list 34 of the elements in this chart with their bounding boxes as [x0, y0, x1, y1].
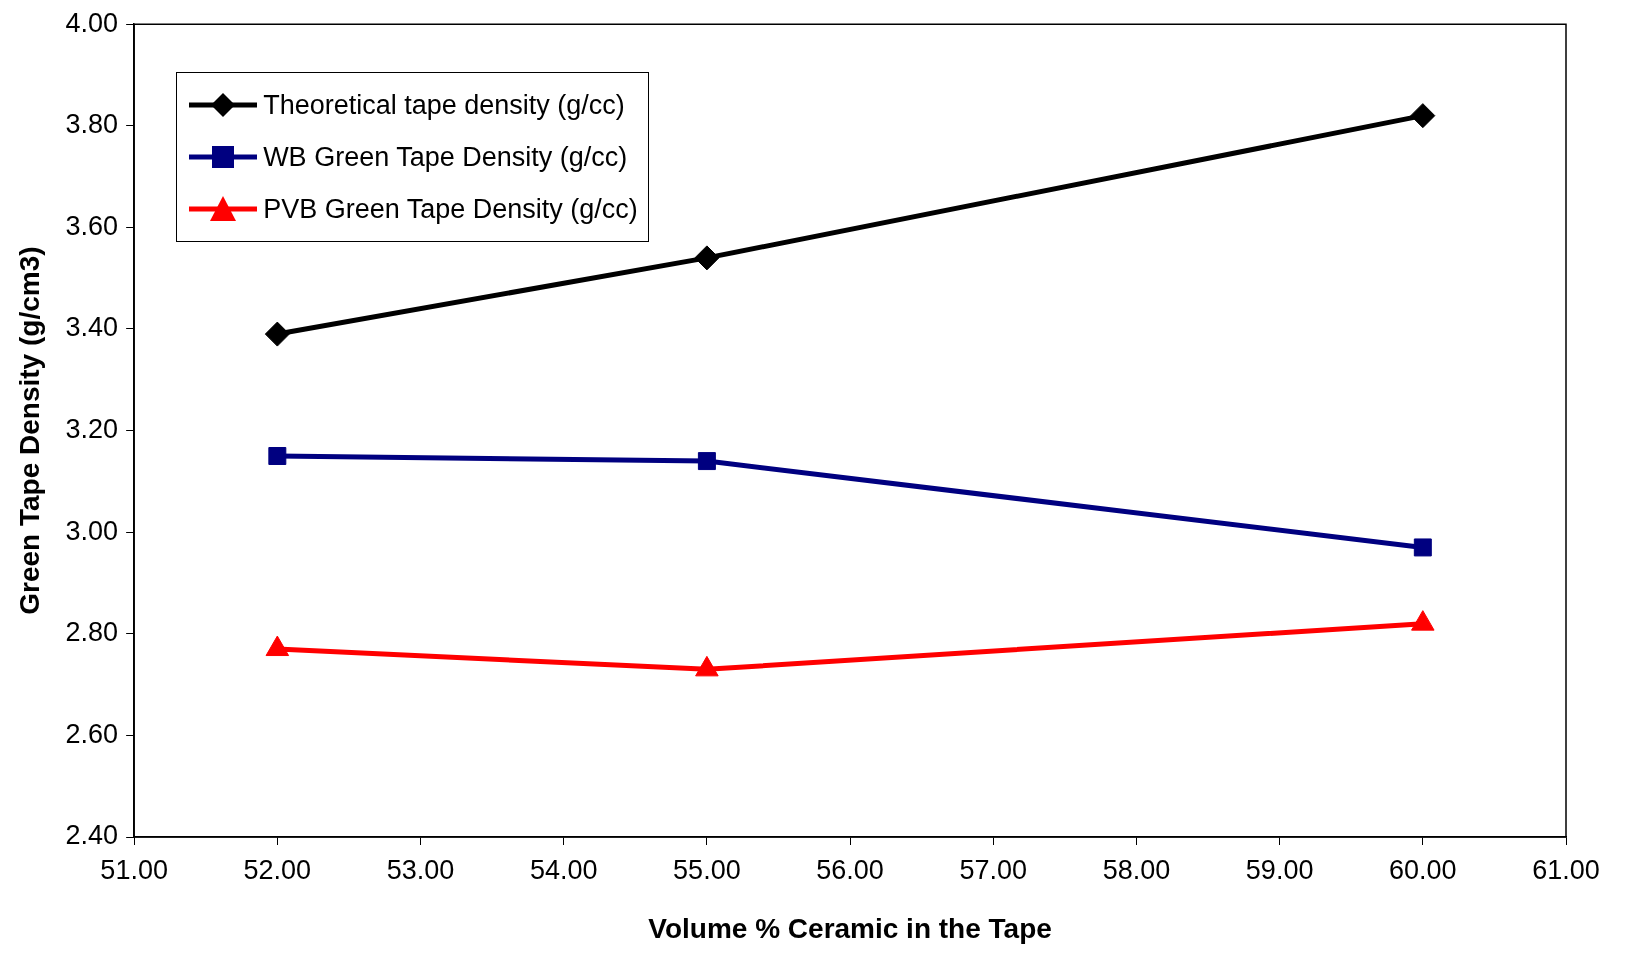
point	[1413, 538, 1432, 557]
point	[1411, 610, 1435, 631]
x-tick-label: 55.00	[673, 854, 741, 885]
x-tick-label: 52.00	[243, 854, 312, 885]
point	[264, 321, 290, 347]
x-tick-label: 56.00	[816, 854, 884, 885]
x-tick-label: 60.00	[1389, 854, 1457, 885]
point	[694, 245, 720, 271]
y-axis-title: Green Tape Density (g/cm3)	[13, 246, 45, 615]
x-tick-label: 58.00	[1102, 854, 1171, 885]
legend-label: WB Green Tape Density (g/cc)	[263, 141, 628, 173]
y-tick-label: 3.00	[65, 515, 119, 546]
legend-label: PVB Green Tape Density (g/cc)	[263, 193, 638, 225]
legend-label: Theoretical tape density (g/cc)	[263, 89, 625, 121]
y-tick-label: 4.00	[65, 7, 119, 38]
x-tick-label: 59.00	[1245, 854, 1314, 885]
x-tick-label: 54.00	[529, 854, 598, 885]
x-tick-label: 53.00	[386, 854, 455, 885]
point	[697, 452, 716, 471]
point	[268, 447, 287, 465]
x-axis-title: Volume % Ceramic in the Tape	[648, 912, 1052, 944]
x-tick-label: 57.00	[959, 854, 1028, 885]
x-tick-label: 61.00	[1532, 854, 1600, 885]
y-tick-label: 2.60	[65, 718, 119, 749]
y-tick-label: 3.20	[65, 414, 119, 445]
x-tick-label: 51.00	[100, 854, 168, 885]
y-tick-label: 3.80	[65, 109, 119, 140]
y-tick-label: 3.60	[65, 210, 119, 241]
point	[265, 635, 290, 657]
y-tick-label: 2.80	[65, 617, 119, 648]
y-tick-label: 2.40	[65, 820, 119, 851]
y-tick-label: 3.40	[65, 312, 119, 343]
point	[1410, 103, 1436, 129]
point	[695, 655, 719, 677]
